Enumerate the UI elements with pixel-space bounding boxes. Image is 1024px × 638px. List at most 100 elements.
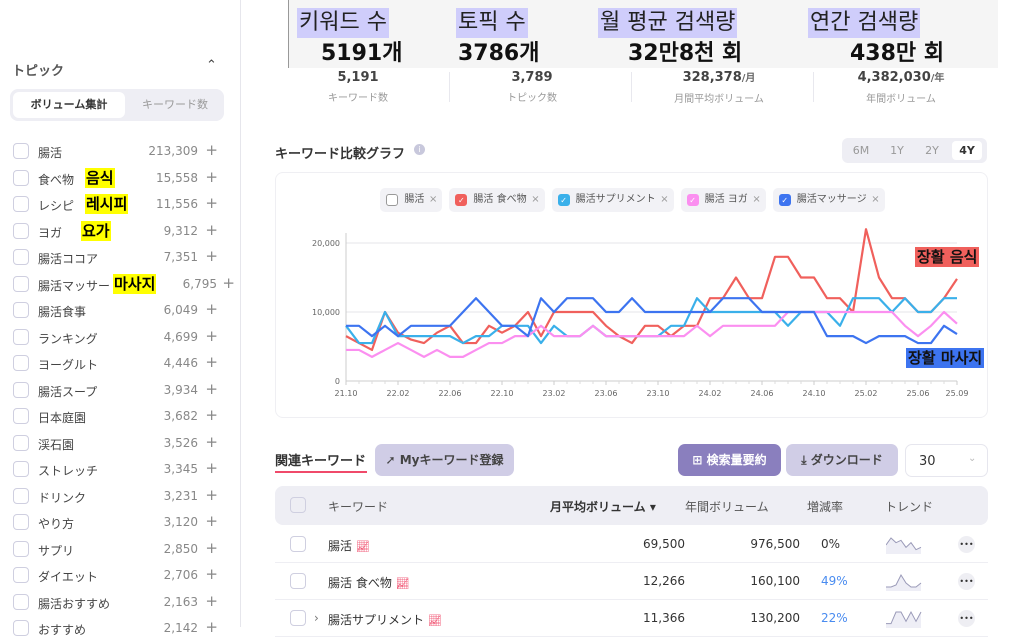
plus-icon[interactable]: + xyxy=(205,512,218,530)
topic-checkbox[interactable] xyxy=(13,302,29,318)
trend-chart-icon[interactable]: 📈︎ xyxy=(395,577,410,590)
topic-item[interactable]: 腸活 213,309 + xyxy=(13,141,228,161)
plus-icon[interactable]: + xyxy=(205,618,218,636)
plus-icon[interactable]: + xyxy=(222,273,235,292)
expand-icon[interactable]: › xyxy=(314,611,319,625)
topic-item[interactable]: 渓石園 3,526 + xyxy=(13,433,228,453)
topic-checkbox[interactable] xyxy=(13,196,29,212)
topic-item[interactable]: 腸活スープ 3,934 + xyxy=(13,380,228,400)
plus-icon[interactable]: + xyxy=(205,538,218,557)
topic-item[interactable]: ヨーグルト 4,446 + xyxy=(13,353,228,373)
plus-icon[interactable]: + xyxy=(205,247,218,265)
topic-item[interactable]: 腸活マッサー 6,795 + 마사지 xyxy=(13,273,239,294)
legend-item[interactable]: ✓ 腸活 食べ物 × xyxy=(449,188,545,212)
topic-checkbox[interactable] xyxy=(13,328,29,345)
more-icon[interactable]: ••• xyxy=(958,536,975,553)
segment-volume[interactable]: ボリューム集計 xyxy=(13,92,125,118)
more-icon[interactable]: ••• xyxy=(958,573,975,590)
range-4y[interactable]: 4Y xyxy=(952,141,982,160)
remove-icon[interactable]: × xyxy=(531,194,540,205)
plus-icon[interactable]: + xyxy=(205,194,218,212)
plus-icon[interactable]: + xyxy=(205,300,218,318)
plus-icon[interactable]: + xyxy=(205,220,218,239)
table-row[interactable]: › 腸活サプリメント 📈︎ 11,366 130,200 22% ••• xyxy=(275,600,988,637)
topic-checkbox[interactable] xyxy=(13,540,29,557)
topic-item[interactable]: レシピ 11,556 + 레시피 xyxy=(13,194,228,214)
topic-checkbox[interactable] xyxy=(13,143,29,159)
topic-item[interactable]: ランキング 4,699 + xyxy=(13,327,228,347)
topic-checkbox[interactable] xyxy=(13,222,29,239)
legend-item[interactable]: ✓ 腸活マッサージ × xyxy=(772,188,885,212)
topic-item[interactable]: 食べ物 15,558 + 음식 xyxy=(13,167,228,188)
keyword-cell[interactable]: 腸活サプリメント 📈︎ xyxy=(328,611,442,628)
plus-icon[interactable]: + xyxy=(205,591,218,610)
download-button[interactable]: ⤓ ダウンロード xyxy=(786,444,898,476)
topic-item[interactable]: 腸活食事 6,049 + xyxy=(13,300,228,320)
trend-chart-icon[interactable]: 📈︎ xyxy=(427,614,442,627)
remove-icon[interactable]: × xyxy=(752,194,761,205)
topic-checkbox[interactable] xyxy=(13,620,29,636)
col-keyword[interactable]: キーワード xyxy=(328,500,389,514)
range-6m[interactable]: 6M xyxy=(852,144,870,157)
segment-keyword-count[interactable]: キーワード数 xyxy=(142,98,208,111)
row-checkbox[interactable] xyxy=(290,610,306,626)
keyword-cell[interactable]: 腸活 食べ物 📈︎ xyxy=(328,574,410,591)
topic-item[interactable]: ストレッチ 3,345 + xyxy=(13,459,228,479)
legend-item[interactable]: ✓ 腸活サプリメント × xyxy=(551,188,674,212)
row-checkbox[interactable] xyxy=(290,573,306,589)
chevron-up-icon[interactable]: ⌃ xyxy=(206,58,217,73)
legend-checkbox[interactable]: ✓ xyxy=(778,194,791,206)
col-monthly[interactable]: 月平均ボリューム ▾ xyxy=(550,500,656,514)
topic-checkbox[interactable] xyxy=(13,408,29,424)
plus-icon[interactable]: + xyxy=(205,485,218,504)
select-all-checkbox[interactable] xyxy=(290,497,306,513)
plus-icon[interactable]: + xyxy=(205,167,218,186)
my-keyword-button[interactable]: ➚ Myキーワード登録 xyxy=(375,444,514,476)
table-row[interactable]: 腸活 食べ物 📈︎ 12,266 160,100 49% ••• xyxy=(275,563,988,600)
page-size-select[interactable]: 30 ⌄ xyxy=(905,444,988,477)
row-checkbox[interactable] xyxy=(290,536,306,552)
plus-icon[interactable]: + xyxy=(205,406,218,424)
topic-item[interactable]: 日本庭園 3,682 + xyxy=(13,406,228,426)
plus-icon[interactable]: + xyxy=(205,379,218,398)
topic-checkbox[interactable] xyxy=(13,249,29,265)
topic-item[interactable]: 腸活ココア 7,351 + xyxy=(13,247,228,267)
legend-checkbox[interactable]: ✓ xyxy=(557,194,570,206)
topic-item[interactable]: サプリ 2,850 + xyxy=(13,539,228,559)
topic-checkbox[interactable] xyxy=(13,461,29,477)
topic-checkbox[interactable] xyxy=(13,169,29,186)
plus-icon[interactable]: + xyxy=(205,459,218,477)
topic-item[interactable]: ドリンク 3,231 + xyxy=(13,486,228,506)
plus-icon[interactable]: + xyxy=(205,565,218,583)
plus-icon[interactable]: + xyxy=(205,353,218,371)
topic-checkbox[interactable] xyxy=(13,355,29,371)
topic-checkbox[interactable] xyxy=(13,275,29,292)
topic-checkbox[interactable] xyxy=(13,381,29,398)
plus-icon[interactable]: + xyxy=(205,141,218,159)
topic-item[interactable]: ヨガ 9,312 + 요가 xyxy=(13,220,228,241)
tab-related-keywords[interactable]: 関連キーワード xyxy=(275,454,367,469)
topic-item[interactable]: おすすめ 2,142 + xyxy=(13,618,228,638)
topic-checkbox[interactable] xyxy=(13,514,29,530)
topic-checkbox[interactable] xyxy=(13,434,29,451)
legend-item[interactable]: 腸活 × xyxy=(380,188,443,212)
col-rate[interactable]: 増減率 xyxy=(807,500,844,514)
range-2y[interactable]: 2Y xyxy=(925,144,939,157)
range-1y[interactable]: 1Y xyxy=(890,144,904,157)
remove-icon[interactable]: × xyxy=(660,194,669,205)
summary-button[interactable]: ⊞ 検索量要約 xyxy=(678,444,781,476)
topic-item[interactable]: やり方 3,120 + xyxy=(13,512,228,532)
remove-icon[interactable]: × xyxy=(871,194,880,205)
legend-checkbox[interactable]: ✓ xyxy=(686,194,699,206)
legend-checkbox[interactable]: ✓ xyxy=(455,194,468,206)
topic-checkbox[interactable] xyxy=(13,593,29,610)
info-icon[interactable]: i xyxy=(414,144,425,155)
plus-icon[interactable]: + xyxy=(205,432,218,451)
keyword-cell[interactable]: 腸活 📈︎ xyxy=(328,537,370,554)
topic-item[interactable]: ダイエット 2,706 + xyxy=(13,565,228,585)
topic-item[interactable]: 腸活おすすめ 2,163 + xyxy=(13,592,228,612)
remove-icon[interactable]: × xyxy=(429,194,438,205)
table-row[interactable]: 腸活 📈︎ 69,500 976,500 0% ••• xyxy=(275,526,988,563)
trend-chart-icon[interactable]: 📈︎ xyxy=(355,540,370,553)
legend-checkbox[interactable] xyxy=(386,194,399,206)
